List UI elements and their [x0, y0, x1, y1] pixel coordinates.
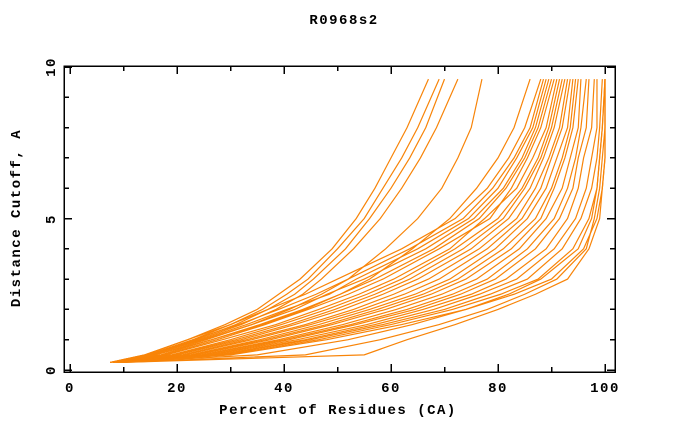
x-tick-label: 100 [590, 381, 620, 397]
model-curve [115, 79, 571, 364]
model-curve [112, 78, 547, 364]
model-curve [112, 78, 531, 364]
model-curve [115, 78, 566, 364]
model-curve [112, 78, 446, 364]
model-curve [115, 79, 574, 364]
x-tick-label: 0 [65, 381, 75, 397]
model-curve [112, 78, 483, 364]
y-axis-label: Distance Cutoff, A [9, 128, 25, 308]
model-curve [112, 78, 555, 364]
model-curve [112, 78, 558, 364]
model-curve [118, 79, 595, 364]
x-tick-label: 40 [274, 381, 294, 397]
model-curve [109, 78, 429, 364]
y-tick-label: 0 [44, 365, 60, 375]
model-curve [118, 79, 606, 364]
model-curve [118, 79, 579, 364]
x-tick-label: 80 [488, 381, 508, 397]
x-tick-label: 60 [381, 381, 401, 397]
model-curve [112, 78, 550, 364]
model-curve [115, 79, 569, 364]
y-tick-label: 5 [44, 213, 60, 224]
x-tick-label: 20 [167, 381, 187, 397]
y-tick-label: 10 [44, 57, 60, 77]
model-curve [120, 79, 603, 364]
model-curve [112, 78, 459, 364]
model-curve [120, 79, 598, 364]
model-curve [118, 79, 590, 364]
model-curve [110, 78, 440, 364]
model-curve [123, 79, 606, 364]
model-curve [118, 79, 582, 364]
chart-title: R0968s2 [309, 13, 379, 29]
model-curve [123, 79, 606, 364]
model-curve [115, 78, 563, 364]
model-curve [118, 79, 577, 364]
plot-border [63, 65, 616, 373]
model-curve [118, 79, 587, 364]
x-axis-label: Percent of Residues (CA) [219, 403, 457, 419]
model-curve [112, 78, 561, 364]
